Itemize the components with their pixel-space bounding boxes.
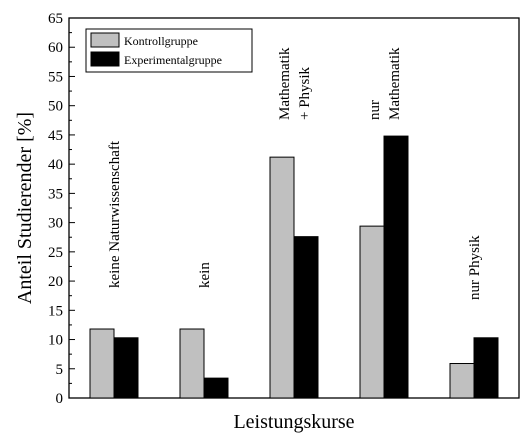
bar-experimentalgruppe: [383, 135, 409, 399]
category-label: + Physik: [297, 66, 313, 120]
y-tick-label: 45: [48, 128, 63, 144]
category-label: Mathematik: [387, 47, 403, 120]
y-tick-label: 60: [48, 40, 63, 56]
y-tick-label: 20: [48, 274, 63, 290]
bar-kontrollgruppe: [269, 156, 295, 399]
bars: [89, 135, 499, 399]
y-tick-label: 25: [48, 245, 63, 261]
bar-kontrollgruppe: [89, 328, 115, 399]
y-tick-label: 35: [48, 186, 63, 202]
x-axis-label: Leistungskurse: [233, 411, 354, 433]
category-label: kein: [197, 262, 213, 288]
bar-experimentalgruppe: [203, 377, 229, 399]
bar-kontrollgruppe: [449, 363, 475, 399]
y-tick-label: 55: [48, 69, 63, 85]
bar-kontrollgruppe: [359, 225, 385, 399]
y-tick-label: 5: [56, 362, 64, 378]
legend-label-experimentalgruppe: Experimentalgruppe: [124, 53, 222, 67]
bar-kontrollgruppe: [179, 328, 205, 399]
category-label: keine Naturwissenschaft: [107, 140, 123, 288]
y-tick-label: 0: [56, 391, 64, 407]
y-tick-label: 40: [48, 157, 63, 173]
legend-label-kontrollgruppe: Kontrollgruppe: [124, 34, 198, 48]
y-tick-label: 65: [48, 11, 63, 27]
y-tick-label: 50: [48, 99, 63, 115]
legend-swatch-experimentalgruppe: [90, 51, 120, 67]
bar-experimentalgruppe: [473, 337, 499, 399]
legend: Kontrollgruppe Experimentalgruppe: [85, 28, 253, 73]
legend-swatch-kontrollgruppe: [90, 32, 120, 48]
category-label: nur Physik: [467, 235, 483, 300]
category-label: nur: [367, 100, 383, 120]
y-tick-label: 15: [48, 303, 63, 319]
bar-experimentalgruppe: [113, 337, 139, 399]
bar-experimentalgruppe: [293, 236, 319, 399]
category-label: Mathematik: [277, 47, 293, 120]
y-tick-label: 30: [48, 216, 63, 232]
y-axis-ticks: 0 5 10 15 20 25 30 35 40 45 50 55 60 65: [48, 11, 75, 407]
y-axis-label: Anteil Studierender [%]: [14, 112, 36, 304]
y-tick-label: 10: [48, 333, 63, 349]
